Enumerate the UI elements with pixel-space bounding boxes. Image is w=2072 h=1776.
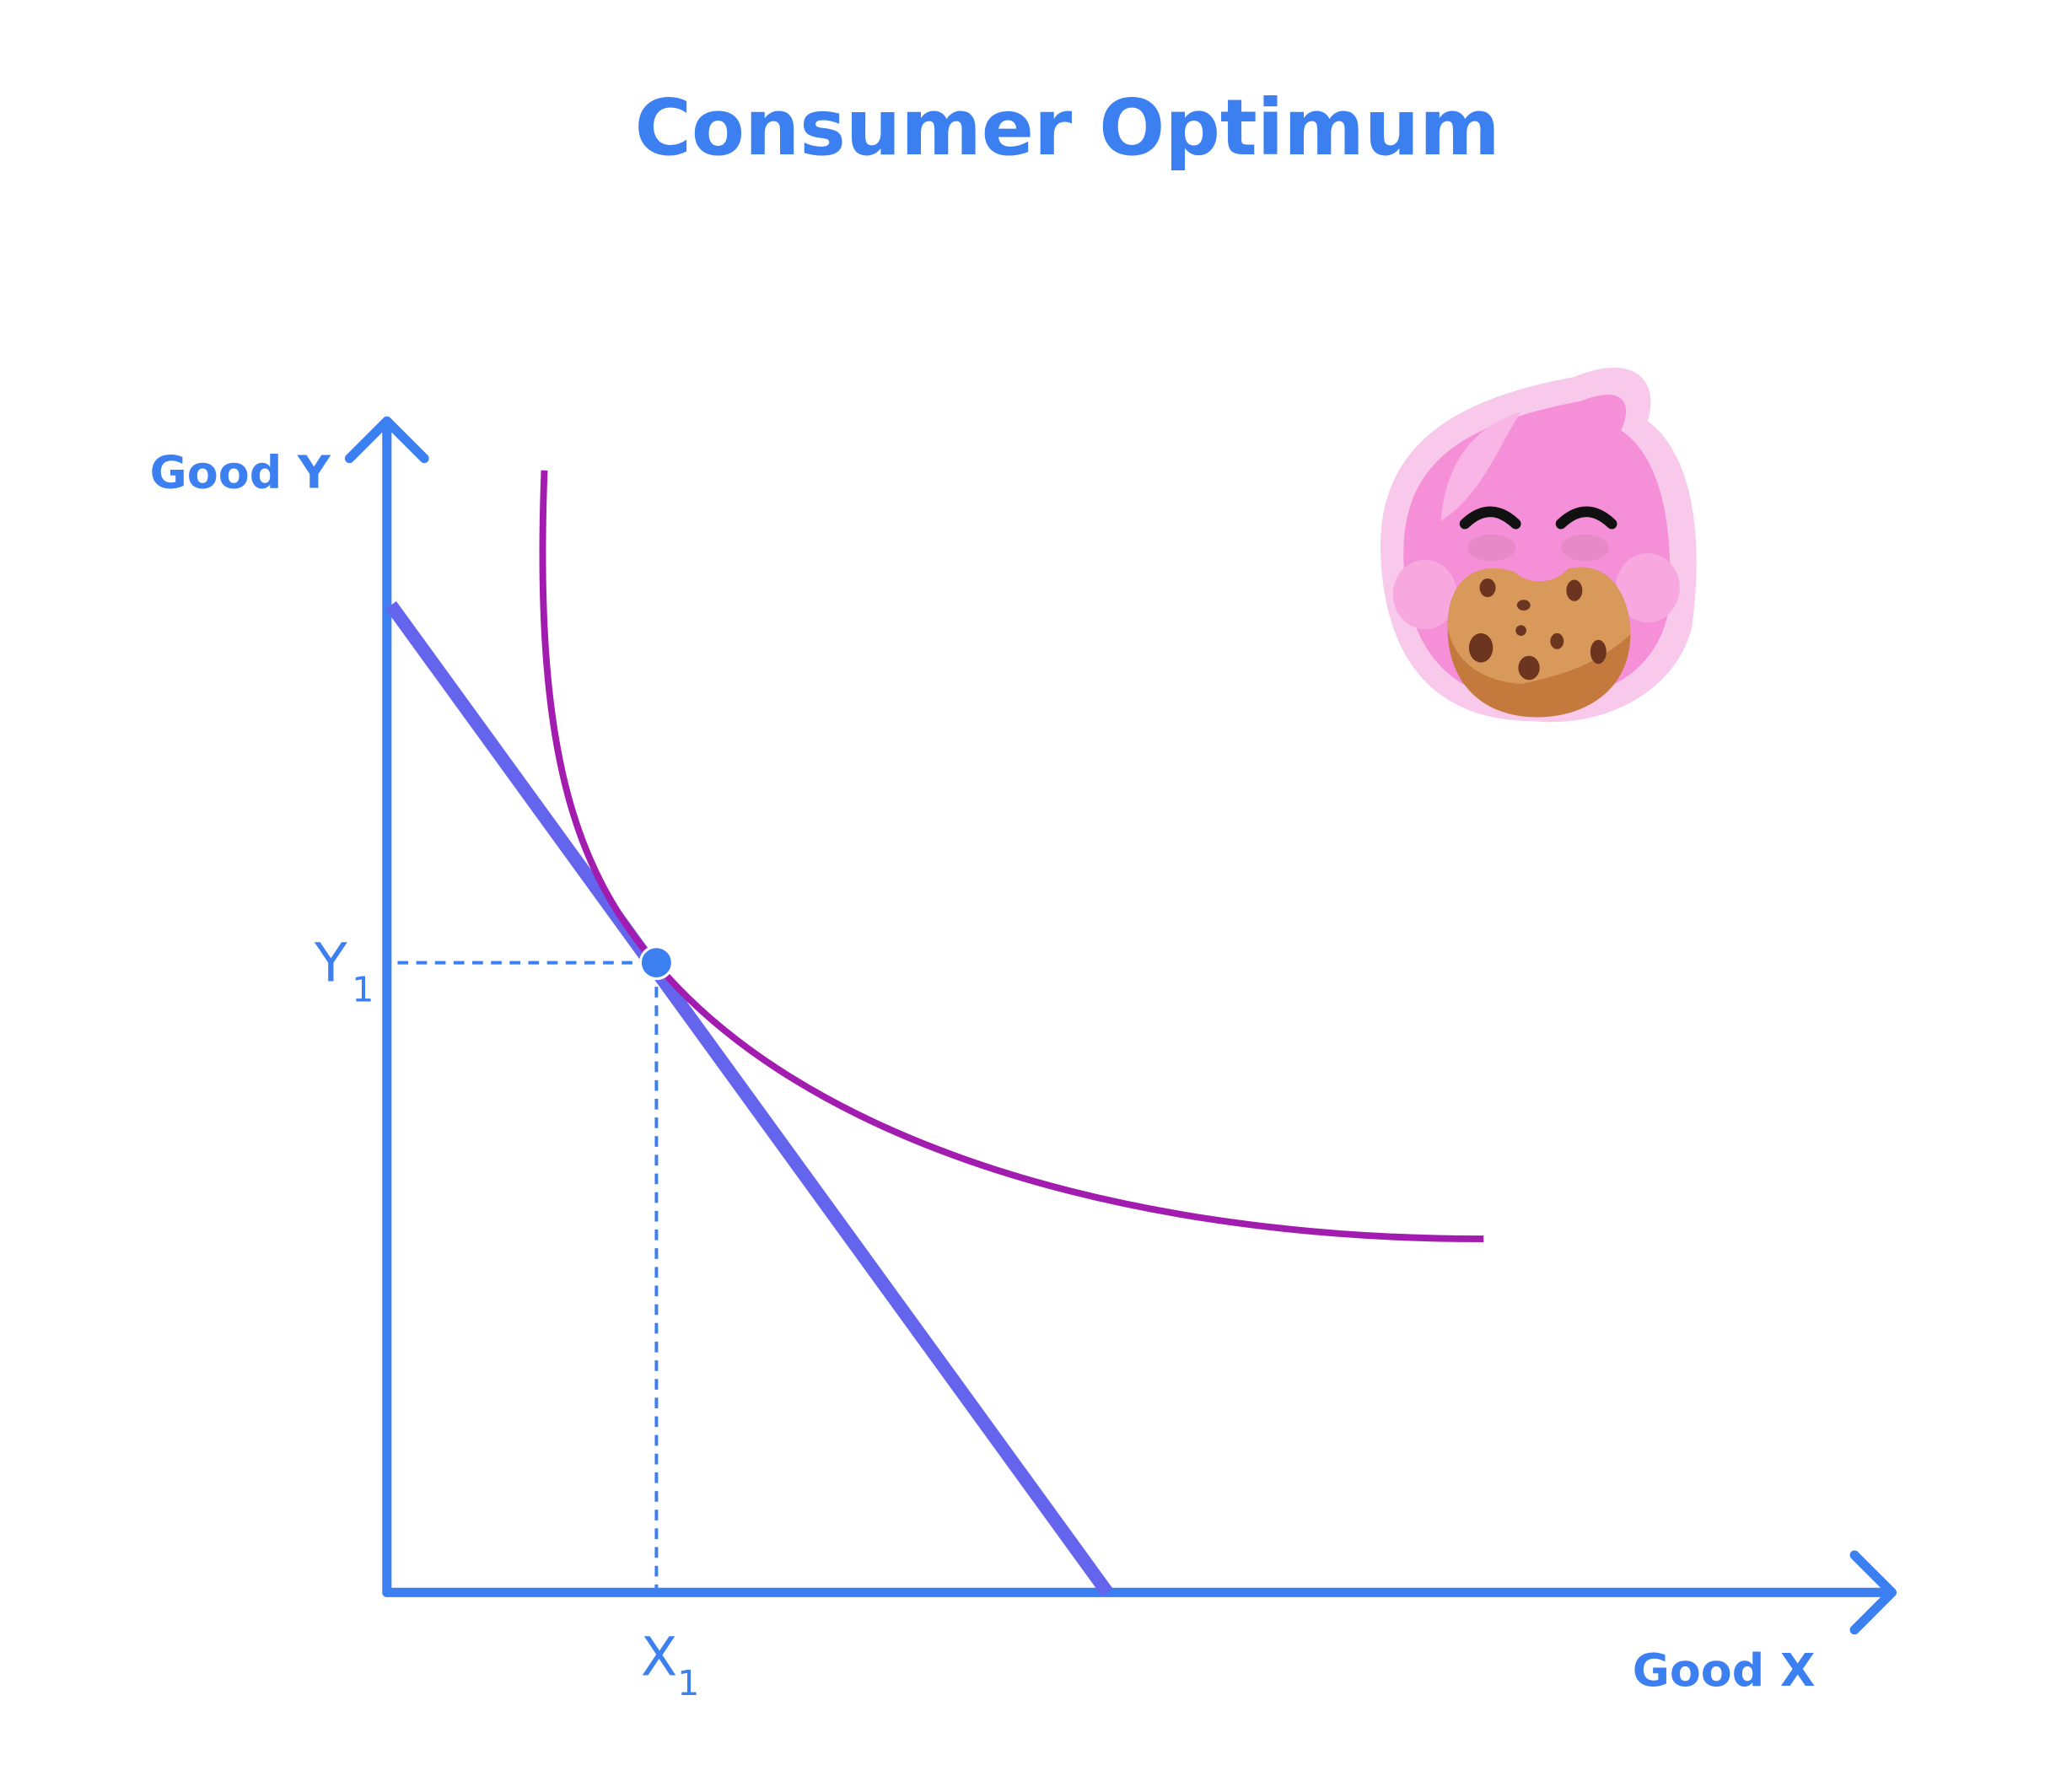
y-axis-label: Good Y (150, 445, 331, 498)
y-arrow (344, 416, 429, 464)
x-axis-label: Good X (1633, 1644, 1816, 1697)
optimum-point (638, 945, 674, 981)
y1-label: Y (314, 932, 347, 994)
x-arrow (1849, 1550, 1897, 1635)
x1-label: X (641, 1625, 677, 1687)
title: Consumer Optimum (635, 83, 1500, 173)
x1-subscript: 1 (677, 1663, 699, 1703)
y1-subscript: 1 (352, 969, 374, 1009)
guides (397, 961, 659, 1589)
indifference-curve (539, 470, 1484, 1243)
budget-line (385, 600, 1113, 1596)
axes (344, 416, 1897, 1635)
mascot-illustration (1380, 367, 1697, 723)
